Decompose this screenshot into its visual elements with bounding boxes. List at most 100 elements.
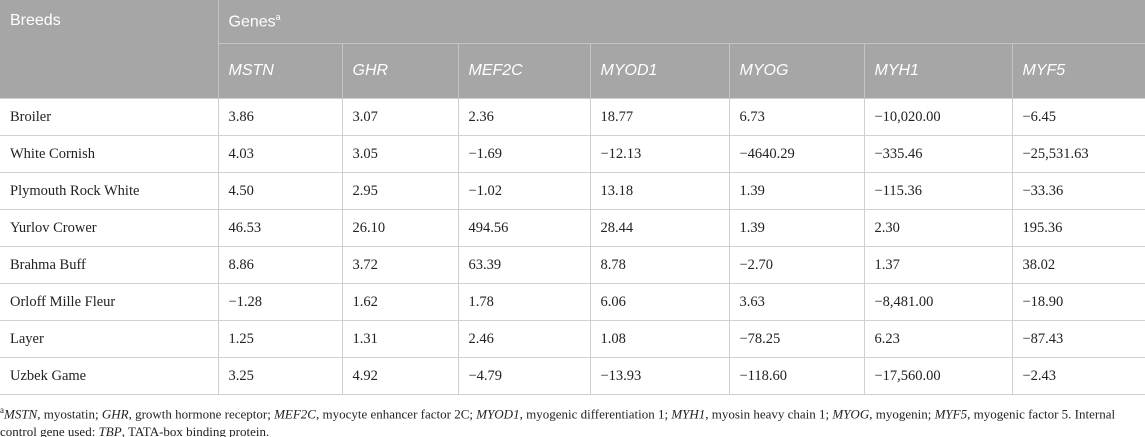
table-row: Broiler 3.86 3.07 2.36 18.77 6.73 −10,020.00 −6… <box>0 98 1145 136</box>
value-cell: 2.36 <box>457 98 591 136</box>
value-cell: 2.30 <box>863 209 1013 247</box>
value-cell: 28.44 <box>589 209 730 247</box>
value-cell: 1.62 <box>341 283 459 321</box>
footnote-text: , myostatin; <box>37 406 102 422</box>
table-row: Brahma Buff 8.86 3.72 63.39 8.78 −2.70 1.37 38.… <box>0 246 1145 284</box>
footnote-text: MEF2C <box>274 406 316 422</box>
header-text: Genes <box>228 13 276 31</box>
value-cell: 46.53 <box>217 209 343 247</box>
breed-cell: Orloff Mille Fleur <box>0 283 219 321</box>
value-cell: −10,020.00 <box>863 98 1013 136</box>
value-cell: 6.23 <box>863 320 1013 358</box>
table-row: Orloff Mille Fleur −1.28 1.62 1.78 6.06 3.63−… <box>0 283 1145 321</box>
value-cell: 4.50 <box>217 172 343 210</box>
value-cell: −12.13 <box>589 135 730 173</box>
value-cell: 8.86 <box>217 246 343 284</box>
value-cell: 3.72 <box>341 246 459 284</box>
value-cell: 3.63 <box>728 283 865 321</box>
value-cell: 18.77 <box>589 98 730 136</box>
table-row: White Cornish 4.03 3.05 −1.69 −12.13 −4640.29… <box>0 135 1145 173</box>
value-cell: −4640.29 <box>728 135 865 173</box>
value-cell: 38.02 <box>1011 246 1145 284</box>
value-cell: −335.46 <box>863 135 1013 173</box>
footnote-text: MYH1 <box>671 406 706 422</box>
value-cell: −1.69 <box>457 135 591 173</box>
footnote: aMSTN, myostatin; GHR, growth hormone re… <box>0 395 1140 437</box>
gene-header: MYH1 <box>863 43 1012 99</box>
footnote-text: MSTN <box>4 406 38 422</box>
footnote-marker: a <box>275 11 281 22</box>
value-cell: 3.07 <box>341 98 459 136</box>
value-cell: −18.90 <box>1011 283 1145 321</box>
value-cell: −25,531.63 <box>1011 135 1145 173</box>
breed-cell: White Cornish <box>0 135 219 173</box>
footnote-text: , myocyte enhancer factor 2C; <box>315 406 477 422</box>
value-cell: −17,560.00 <box>863 357 1013 395</box>
value-cell: 2.95 <box>341 172 459 210</box>
gene-header: MYOD1 <box>589 43 729 99</box>
value-cell: −8,481.00 <box>863 283 1013 321</box>
value-cell: 1.37 <box>863 246 1013 284</box>
header-cell: Breeds <box>0 0 218 99</box>
value-cell: −4.79 <box>457 357 591 395</box>
value-cell: 195.36 <box>1011 209 1145 247</box>
value-cell: 1.31 <box>341 320 459 358</box>
gene-header: MEF2C <box>457 43 590 99</box>
footnote-text: , growth hormone receptor; <box>128 406 275 422</box>
footnote-text: TBP <box>98 424 122 437</box>
header-row: MSTN GHR MEF2C MYOD1 MYOG MYH1 MYF5 <box>0 43 1145 99</box>
gene-header: MYOG <box>728 43 864 99</box>
value-cell: 1.39 <box>728 172 865 210</box>
value-cell: −1.28 <box>217 283 343 321</box>
value-cell: −87.43 <box>1011 320 1145 358</box>
footnote-text: , myosin heavy chain 1; <box>705 406 833 422</box>
value-cell: −118.60 <box>728 357 865 395</box>
footnote-text: , myogenin; <box>869 406 935 422</box>
value-cell: 3.86 <box>217 98 343 136</box>
breed-cell: Yurlov Crower <box>0 209 219 247</box>
value-cell: −13.93 <box>589 357 730 395</box>
value-cell: −2.43 <box>1011 357 1145 395</box>
table-row: Layer 1.25 1.31 2.46 1.08 −78.25 6.23 −87.43 <box>0 320 1145 358</box>
footnote-text: MYOD1 <box>476 406 520 422</box>
footnote-marker: a <box>0 405 4 415</box>
value-cell: −6.45 <box>1011 98 1145 136</box>
value-cell: 4.92 <box>341 357 459 395</box>
header-row: Breeds Genesa <box>0 0 1145 99</box>
footnote-text: MYOG <box>832 406 870 422</box>
breed-cell: Plymouth Rock White <box>0 172 219 210</box>
table-row: Yurlov Crower 46.53 26.10 494.56 28.44 1.39 2.… <box>0 209 1145 247</box>
table-row: Plymouth Rock White 4.50 2.95 −1.02 13.18 1.3… <box>0 172 1145 210</box>
gene-header: MSTN <box>217 43 342 99</box>
table-body: Broiler 3.86 3.07 2.36 18.77 6.73 −10,020.00 −6… <box>0 98 1145 395</box>
breed-cell: Brahma Buff <box>0 246 219 284</box>
table-row: Uzbek Game 3.25 4.92 −4.79 −13.93 −118.60 −17,… <box>0 357 1145 395</box>
footnote-text: MYF5 <box>934 406 968 422</box>
data-table: Breeds Genesa MSTN GHR MEF2C MYOD1 MYOG MYH1 M… <box>0 0 1145 395</box>
value-cell: 6.06 <box>589 283 730 321</box>
value-cell: 3.05 <box>341 135 459 173</box>
value-cell: 1.39 <box>728 209 865 247</box>
footnote-text: , myogenic factor 5. Internal control ge… <box>0 406 1116 437</box>
breed-cell: Layer <box>0 320 219 358</box>
value-cell: 494.56 <box>457 209 591 247</box>
footnote-text: , myogenic differentiation 1; <box>519 406 672 422</box>
header-group: Genesa <box>217 0 1145 44</box>
value-cell: −33.36 <box>1011 172 1145 210</box>
value-cell: 8.78 <box>589 246 730 284</box>
gene-header: GHR <box>341 43 458 99</box>
value-cell: 1.08 <box>589 320 730 358</box>
value-cell: −1.02 <box>457 172 591 210</box>
breed-cell: Uzbek Game <box>0 357 219 395</box>
value-cell: 1.78 <box>457 283 591 321</box>
gene-header: MYF5 <box>1011 43 1145 99</box>
value-cell: −115.36 <box>863 172 1013 210</box>
value-cell: 4.03 <box>217 135 343 173</box>
value-cell: 1.25 <box>217 320 343 358</box>
value-cell: 3.25 <box>217 357 343 395</box>
footnote-text: , TATA-box binding protein. <box>121 424 270 437</box>
value-cell: 26.10 <box>341 209 459 247</box>
value-cell: 63.39 <box>457 246 591 284</box>
value-cell: −2.70 <box>728 246 865 284</box>
